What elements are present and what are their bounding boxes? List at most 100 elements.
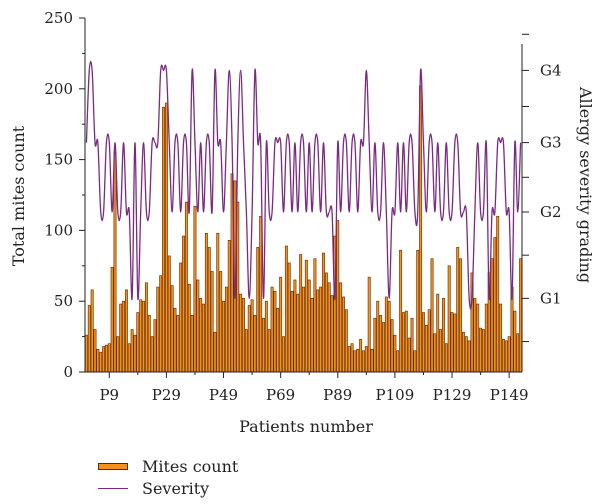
bar-patient-70 — [282, 336, 285, 373]
bar-patient-8 — [104, 344, 108, 373]
bar-patient-137 — [473, 298, 477, 373]
bar-patient-148 — [504, 340, 508, 373]
bar-patient-119 — [422, 312, 425, 373]
bar-patient-32 — [173, 307, 177, 373]
bar-patient-153 — [519, 258, 523, 373]
bar-patient-151 — [513, 310, 517, 373]
bar-patient-34 — [179, 262, 183, 373]
bar-patient-63 — [262, 317, 265, 373]
bar-patient-107 — [387, 300, 391, 373]
bar-patient-44 — [207, 247, 211, 373]
bar-patient-84 — [322, 252, 325, 373]
y-tick-label-250: 250 — [44, 9, 73, 27]
bar-patient-20 — [139, 299, 143, 373]
bar-patient-128 — [447, 265, 451, 373]
bar-patient-58 — [247, 305, 251, 373]
bar-patient-75 — [296, 293, 300, 373]
bar-patient-62 — [259, 215, 263, 373]
bar-patient-3 — [90, 289, 94, 373]
bar-patient-61 — [256, 247, 260, 373]
bar-patient-18 — [133, 334, 137, 373]
bar-patient-101 — [370, 349, 374, 373]
bar-patient-85 — [324, 272, 328, 373]
bar-patient-71 — [284, 245, 288, 373]
bar-patient-149 — [507, 336, 511, 373]
bar-patient-79 — [307, 279, 311, 373]
legend-label-mites: Mites count — [142, 456, 239, 476]
bar-patient-72 — [287, 262, 291, 373]
y2-tick-label-G2: G2 — [540, 203, 562, 221]
bar-patient-125 — [439, 329, 443, 373]
bar-patient-10 — [110, 266, 114, 373]
bar-patient-31 — [170, 285, 174, 373]
bar-patient-140 — [481, 329, 485, 373]
bar-patient-74 — [293, 279, 297, 373]
legend-label-severity: Severity — [142, 478, 210, 498]
bar-patient-146 — [499, 303, 503, 373]
bar-patient-13 — [119, 303, 123, 373]
bar-patient-109 — [393, 334, 397, 373]
bar-patient-21 — [142, 300, 145, 373]
bar-patient-97 — [359, 339, 363, 373]
bar-patient-6 — [99, 351, 103, 373]
bar-patient-103 — [376, 300, 380, 373]
y-tick-label-50: 50 — [54, 292, 73, 310]
bar-patient-126 — [442, 298, 445, 373]
bar-patient-144 — [493, 237, 497, 373]
bar-patient-27 — [159, 275, 163, 373]
bar-patient-114 — [407, 337, 411, 373]
bar-patient-69 — [279, 276, 283, 373]
bar-patient-33 — [176, 315, 180, 373]
bar-patient-11 — [113, 152, 117, 373]
bar-patient-124 — [436, 293, 440, 373]
y-tick-label-100: 100 — [44, 221, 73, 239]
bar-patient-123 — [433, 333, 437, 373]
bar-patient-111 — [399, 249, 403, 373]
y2-tick-label-G4: G4 — [540, 61, 562, 79]
y2-axis-title: Allergy severity grading — [576, 86, 595, 283]
y-tick-label-150: 150 — [44, 151, 73, 169]
bar-patient-127 — [444, 343, 448, 373]
bar-patient-67 — [273, 290, 277, 373]
bar-patient-138 — [476, 303, 480, 373]
bar-patient-106 — [384, 296, 388, 373]
bar-patient-77 — [302, 286, 305, 373]
y-tick-label-200: 200 — [44, 80, 73, 98]
bar-patient-95 — [353, 350, 357, 373]
bar-patient-5 — [96, 349, 100, 373]
bar-patient-131 — [456, 247, 460, 373]
bar-patient-116 — [413, 350, 417, 373]
bar-patient-41 — [199, 298, 203, 373]
bar-patient-113 — [404, 310, 408, 373]
bar-patient-121 — [427, 309, 431, 373]
bar-patient-120 — [424, 324, 428, 373]
bar-patient-110 — [396, 350, 400, 373]
bar-patient-135 — [467, 340, 471, 373]
x-tick-label-P129: P129 — [433, 386, 472, 404]
bar-patient-12 — [116, 336, 120, 373]
bar-patient-55 — [239, 293, 243, 373]
bar-patient-82 — [316, 289, 320, 373]
x-tick-label-P9: P9 — [99, 386, 119, 404]
bar-patient-102 — [373, 317, 377, 373]
bar-patient-49 — [222, 300, 225, 373]
bar-patient-48 — [219, 271, 223, 373]
bar-patient-64 — [264, 300, 268, 373]
bar-patient-99 — [364, 346, 368, 373]
bar-patient-59 — [250, 299, 254, 373]
bar-patient-80 — [310, 298, 314, 373]
bar-patient-35 — [182, 235, 185, 373]
x-tick-label-P89: P89 — [323, 386, 352, 404]
bar-patient-152 — [516, 333, 520, 373]
bar-patient-50 — [224, 286, 228, 373]
y-tick-label-0: 0 — [63, 363, 73, 381]
bar-patient-105 — [382, 322, 385, 373]
bar-patient-112 — [402, 312, 405, 373]
bar-patient-143 — [490, 258, 494, 373]
bar-patient-133 — [462, 332, 465, 373]
bar-patient-92 — [344, 309, 348, 373]
bar-patient-115 — [410, 317, 414, 373]
bar-patient-96 — [356, 349, 360, 373]
ticks-layer: 0 50 100 150 200 250 G1 G2 G3 G4 P9 P29 P49 P69 P89 P10… — [44, 9, 561, 404]
bar-patient-57 — [244, 329, 248, 373]
